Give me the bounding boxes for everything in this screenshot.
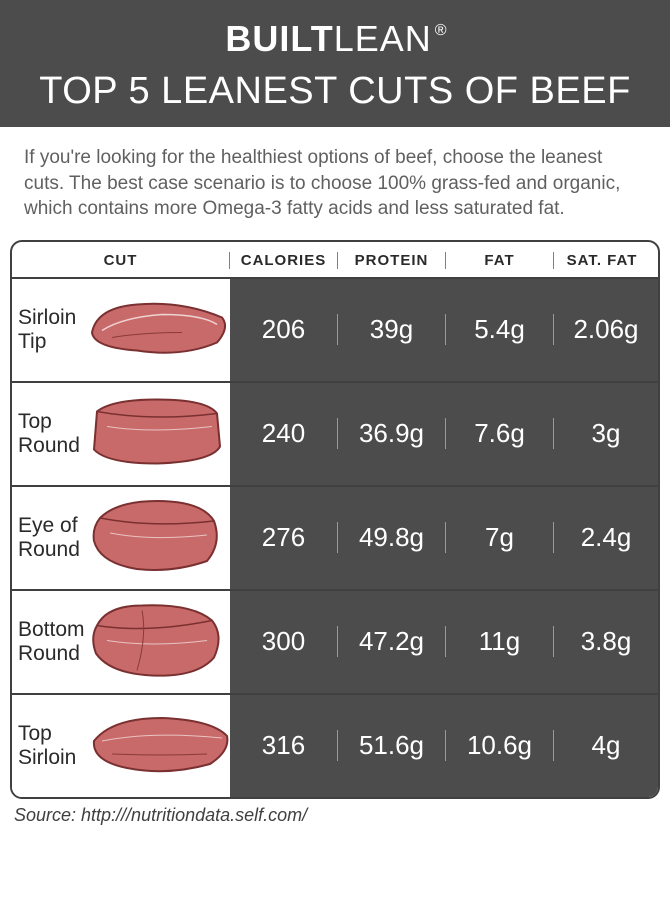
- fat-value: 10.6g: [446, 730, 554, 761]
- page-title: TOP 5 LEANEST CUTS OF BEEF: [0, 70, 670, 113]
- fat-value: 7g: [446, 522, 554, 553]
- cut-cell: TopSirloin: [12, 695, 230, 797]
- protein-value: 47.2g: [338, 626, 446, 657]
- data-cells: 20639g5.4g2.06g: [230, 279, 658, 381]
- table-row: TopRound 24036.9g7.6g3g: [12, 381, 658, 485]
- fat-value: 7.6g: [446, 418, 554, 449]
- fat-value: 11g: [446, 626, 554, 657]
- data-cells: 30047.2g11g3.8g: [230, 591, 658, 693]
- beef-cut-icon: [82, 493, 227, 583]
- col-fat: FAT: [446, 252, 554, 269]
- brand-reg: ®: [435, 22, 448, 39]
- calories-value: 276: [230, 522, 338, 553]
- data-cells: 24036.9g7.6g3g: [230, 383, 658, 485]
- beef-cut-icon: [82, 595, 227, 688]
- brand-logo: BUILTLEAN®: [0, 18, 670, 60]
- satfat-value: 2.06g: [554, 314, 658, 345]
- col-protein: PROTEIN: [338, 252, 446, 269]
- beef-cut-icon: [82, 292, 232, 367]
- brand-bold: BUILT: [225, 18, 333, 59]
- cut-label: TopRound: [18, 410, 88, 458]
- calories-value: 316: [230, 730, 338, 761]
- satfat-value: 4g: [554, 730, 658, 761]
- cut-cell: BottomRound: [12, 591, 230, 693]
- table-row: Eye ofRound 27649.8g7g2.4g: [12, 485, 658, 589]
- protein-value: 39g: [338, 314, 446, 345]
- fat-value: 5.4g: [446, 314, 554, 345]
- source-text: Source: http:///nutritiondata.self.com/: [0, 799, 670, 832]
- satfat-value: 3.8g: [554, 626, 658, 657]
- satfat-value: 2.4g: [554, 522, 658, 553]
- table-row: SirloinTip 20639g5.4g2.06g: [12, 277, 658, 381]
- cut-cell: TopRound: [12, 383, 230, 485]
- table-row: BottomRound 30047.2g11g3.8g: [12, 589, 658, 693]
- protein-value: 51.6g: [338, 730, 446, 761]
- data-cells: 31651.6g10.6g4g: [230, 695, 658, 797]
- table-row: TopSirloin 31651.6g10.6g4g: [12, 693, 658, 797]
- col-cut: CUT: [12, 252, 230, 269]
- cut-label: SirloinTip: [18, 306, 88, 354]
- table-header: CUT CALORIES PROTEIN FAT SAT. FAT: [12, 242, 658, 277]
- cut-cell: SirloinTip: [12, 279, 230, 381]
- calories-value: 206: [230, 314, 338, 345]
- cut-cell: Eye ofRound: [12, 487, 230, 589]
- col-calories: CALORIES: [230, 252, 338, 269]
- beef-cut-icon: [82, 391, 227, 476]
- intro-text: If you're looking for the healthiest opt…: [0, 127, 670, 240]
- protein-value: 49.8g: [338, 522, 446, 553]
- protein-value: 36.9g: [338, 418, 446, 449]
- satfat-value: 3g: [554, 418, 658, 449]
- calories-value: 240: [230, 418, 338, 449]
- brand-light: LEAN: [334, 18, 432, 59]
- beef-cut-icon: [82, 706, 232, 786]
- cut-label: Eye ofRound: [18, 514, 88, 562]
- cut-label: TopSirloin: [18, 722, 88, 770]
- beef-table: CUT CALORIES PROTEIN FAT SAT. FAT Sirloi…: [10, 240, 660, 799]
- data-cells: 27649.8g7g2.4g: [230, 487, 658, 589]
- header: BUILTLEAN® TOP 5 LEANEST CUTS OF BEEF: [0, 0, 670, 127]
- cut-label: BottomRound: [18, 618, 88, 666]
- calories-value: 300: [230, 626, 338, 657]
- col-satfat: SAT. FAT: [554, 252, 654, 269]
